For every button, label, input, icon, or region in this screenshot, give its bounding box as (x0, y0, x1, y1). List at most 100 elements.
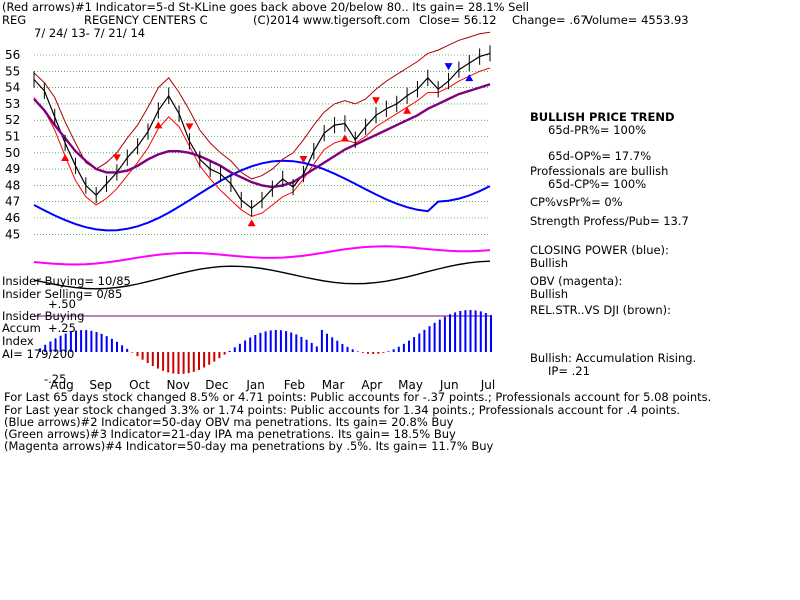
accum-bar (433, 322, 436, 352)
ai-value: AI= 179/200 (2, 347, 75, 361)
accum-bar (285, 331, 288, 352)
accum-bar (382, 352, 385, 353)
lower-band-line (33, 67, 491, 217)
accum-bar (459, 311, 462, 352)
sell-arrow (299, 155, 308, 163)
y-tick-label: 53 (5, 97, 20, 111)
accum-bar (387, 351, 390, 352)
insider-selling: Insider Selling= 0/85 (2, 287, 123, 301)
accum-bar (90, 330, 93, 352)
x-tick-label: Apr (361, 378, 382, 392)
accum-bar (279, 330, 282, 352)
accum-bar (300, 336, 303, 352)
accum-bar (69, 331, 72, 352)
accum-bar (361, 352, 364, 353)
footer-line-1: For Last 65 days stock changed 8.5% or 4… (4, 390, 712, 404)
x-tick-label: Jan (245, 378, 265, 392)
accum-bar (469, 310, 472, 352)
rel-strength-line (33, 260, 491, 290)
accum-bar (249, 337, 252, 352)
accum-bar (172, 352, 175, 374)
accum-bar (59, 335, 62, 352)
y-tick-label: 45 (5, 227, 20, 241)
sell-arrow (444, 63, 453, 71)
accum-bar (377, 352, 380, 354)
accum-bar (110, 338, 113, 352)
ticker: REG (2, 13, 27, 27)
accum-bar (408, 340, 410, 352)
accum-bar (295, 334, 298, 352)
x-tick-label: Jun (439, 378, 459, 392)
strength-ratio: Strength Profess/Pub= 13.7 (530, 214, 689, 228)
accum-bar (336, 340, 339, 352)
pr-value: 65d-PR%= 100% (548, 123, 647, 137)
accum-bar (208, 352, 211, 365)
x-tick-label: Dec (205, 378, 228, 392)
buy-arrow (465, 74, 474, 82)
y-tick-label: 46 (5, 211, 20, 225)
accum-bar (443, 316, 446, 352)
company-name: REGENCY CENTERS C (84, 13, 208, 27)
accum-bar (305, 339, 308, 352)
buy-arrow (154, 121, 163, 129)
x-axis-labels: Aug Sep Oct Nov Dec Jan Feb Mar Apr May Jun Jul (50, 378, 495, 392)
accum-bar (490, 315, 492, 352)
cp-vs-pr: CP%vsPr%= 0% (530, 195, 623, 209)
accum-bar (213, 352, 216, 362)
accum-bar (54, 338, 57, 352)
y-tick-label: 48 (5, 178, 20, 192)
y-tick-label: 55 (5, 64, 20, 78)
accum-bar (75, 330, 77, 352)
accum-bar (192, 352, 195, 372)
accum-bar (233, 347, 236, 352)
footer-line-5: (Magenta arrows)#4 Indicator=50-day ma p… (4, 439, 494, 453)
cp-value: 65d-CP%= 100% (548, 177, 647, 191)
accum-bar (100, 333, 103, 352)
accum-bar (484, 313, 487, 352)
buy-arrow (61, 154, 70, 162)
accum-bar (341, 344, 344, 352)
price-grid (34, 54, 490, 235)
index-label: Index (2, 334, 34, 348)
minus-25-label: -.25 (44, 372, 67, 386)
insider-buying: Insider Buying= 10/85 (2, 274, 131, 288)
accum-bar (274, 330, 277, 352)
accum-bar (182, 352, 185, 374)
footer-line-4: (Green arrows)#3 Indicator=21-day IPA ma… (4, 427, 456, 441)
accum-bar (177, 352, 180, 374)
accum-bar (238, 343, 241, 352)
accum-bar (290, 332, 293, 352)
accum-bar (80, 330, 83, 352)
indicator-panel (33, 159, 492, 374)
obv-label: OBV (magenta): (530, 274, 623, 288)
accum-bar (218, 352, 221, 359)
price-series (33, 31, 491, 217)
x-tick-label: Sep (89, 378, 112, 392)
buy-arrow (403, 106, 412, 114)
accum-bar (162, 352, 165, 371)
accum-bar (356, 351, 359, 352)
accum-bar (320, 330, 323, 352)
accum-bar (141, 352, 144, 360)
accum-bar (264, 331, 267, 352)
accum-bar (269, 330, 272, 352)
upper-band-line (33, 31, 491, 180)
sell-arrow (185, 123, 194, 131)
accum-bar (49, 341, 52, 352)
close-value: Close= 56.12 (419, 13, 497, 27)
accum-bar (244, 340, 247, 352)
x-tick-label: Mar (322, 378, 345, 392)
accum-bar (151, 352, 154, 366)
buy-arrow (247, 219, 256, 227)
accum-bar (187, 352, 190, 374)
accum-bar (372, 352, 375, 354)
accum-bar (479, 311, 482, 352)
accum-bar (259, 332, 262, 352)
x-tick-label: Nov (166, 378, 189, 392)
ip-value: IP= .21 (548, 364, 590, 378)
obv-value: Bullish (530, 287, 569, 301)
accum-bar (346, 346, 349, 352)
accum-bar (392, 349, 395, 352)
accum-bar (64, 333, 67, 352)
